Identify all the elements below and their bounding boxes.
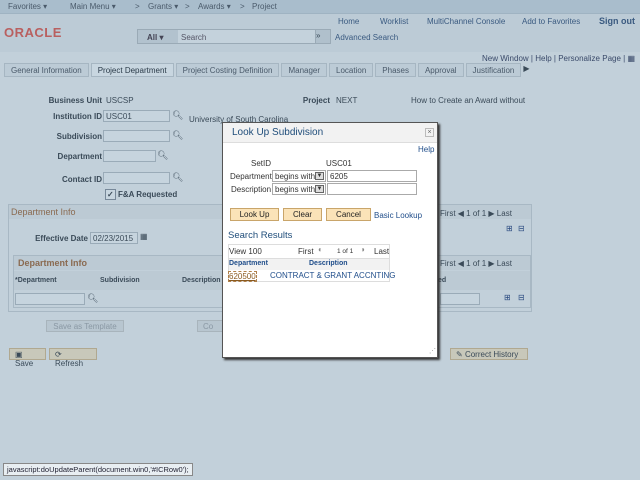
search-results-title: Search Results <box>228 230 293 241</box>
advanced-search-link[interactable]: Advanced Search <box>335 33 399 42</box>
dialog-title: Look Up Subdivision <box>223 123 437 143</box>
lookup-icon[interactable]: 🔍︎ <box>172 110 184 120</box>
subdivision-input[interactable] <box>103 130 170 142</box>
lookup-icon[interactable]: 🔍︎ <box>157 150 169 160</box>
tab-bar: General Information Project Department P… <box>4 63 530 77</box>
worklist-link[interactable]: Worklist <box>380 17 409 26</box>
department-value-input[interactable]: 6205 <box>327 170 417 182</box>
breadcrumb-project[interactable]: Project <box>252 2 277 11</box>
institution-description: University of South Carolina <box>189 115 289 124</box>
project-value: NEXT <box>336 96 358 105</box>
grid-icon[interactable]: ▦ <box>627 54 636 63</box>
grid-pagination: First ◀ 1 of 1 ▶ Last <box>440 259 512 268</box>
tab-justification[interactable]: Justification <box>465 63 522 77</box>
oracle-logo: ORACLE <box>4 25 62 40</box>
institution-id-input[interactable]: USC01 <box>103 110 170 122</box>
setid-value: USC01 <box>326 159 352 168</box>
correct-history-icon: ✎ <box>456 350 463 359</box>
refresh-button[interactable]: ⟳ Refresh <box>49 348 97 368</box>
multichannel-link[interactable]: MultiChannel Console <box>427 17 506 26</box>
tab-manager[interactable]: Manager <box>281 63 328 77</box>
correct-history-button[interactable]: ✎ Correct History <box>450 348 528 360</box>
cancel-button[interactable]: Cancel <box>326 208 371 221</box>
breadcrumb-grants[interactable]: Grants ▾ <box>148 2 179 11</box>
save-as-template-button[interactable]: Save as Template <box>46 320 124 332</box>
tab-approval[interactable]: Approval <box>417 63 464 77</box>
next-icon[interactable]: ◑ <box>360 245 365 254</box>
sign-out-link[interactable]: Sign out <box>599 16 635 26</box>
result-description-link[interactable]: CONTRACT & GRANT ACCNTING <box>270 271 396 280</box>
tab-project-department[interactable]: Project Department <box>90 63 174 77</box>
description-value-input[interactable] <box>327 183 417 195</box>
search-go-button[interactable]: » <box>315 29 331 44</box>
lookup-icon[interactable]: 🔍︎ <box>87 293 99 303</box>
clear-button[interactable]: Clear <box>283 208 322 221</box>
dialog-help-link[interactable]: Help <box>418 145 435 154</box>
tab-phases[interactable]: Phases <box>375 63 416 77</box>
effective-date-input[interactable]: 02/23/2015 <box>90 232 138 244</box>
fa-requested-checkbox[interactable]: ✓ F&A Requested <box>105 189 178 200</box>
search-bar: All ▾ Search <box>137 29 331 44</box>
result-department-link[interactable]: 620500 <box>228 271 257 282</box>
basic-lookup-link[interactable]: Basic Lookup <box>374 211 423 220</box>
prev-icon[interactable]: ◐ <box>318 245 323 254</box>
add-row-button[interactable]: ⊞ <box>504 293 511 302</box>
search-input[interactable]: Search <box>181 33 207 42</box>
co-button[interactable]: Co <box>197 320 227 332</box>
help-link[interactable]: Help <box>535 54 552 63</box>
department-input[interactable] <box>103 150 156 162</box>
view-100-link[interactable]: View 100 <box>229 247 262 256</box>
home-link[interactable]: Home <box>338 17 360 26</box>
tab-project-costing[interactable]: Project Costing Definition <box>175 63 280 77</box>
tab-location[interactable]: Location <box>329 63 374 77</box>
tab-general-information[interactable]: General Information <box>4 63 89 77</box>
contact-id-input[interactable] <box>103 172 170 184</box>
personalize-link[interactable]: Personalize Page <box>558 54 621 63</box>
top-nav: Favorites ▾ Main Menu ▾ > Grants ▾ > Awa… <box>0 0 640 14</box>
main-menu[interactable]: Main Menu ▾ <box>70 2 116 11</box>
resize-handle[interactable]: ⋰ <box>429 348 436 355</box>
delete-row-button[interactable]: ⊟ <box>518 224 525 233</box>
favorites-menu[interactable]: Favorites ▾ <box>8 2 48 11</box>
grid-department-input[interactable] <box>15 293 85 305</box>
department-operator-select[interactable]: begins with ▼ <box>272 170 326 182</box>
save-button[interactable]: ▣ Save <box>9 348 46 368</box>
save-icon: ▣ <box>15 350 23 359</box>
status-bar: javascript:doUpdateParent(document.win0,… <box>3 463 193 476</box>
breadcrumb-awards[interactable]: Awards ▾ <box>198 2 231 11</box>
add-favorites-link[interactable]: Add to Favorites <box>522 17 581 26</box>
search-scope-select[interactable]: All ▾ <box>138 30 178 43</box>
look-up-button[interactable]: Look Up <box>230 208 279 221</box>
lookup-subdivision-dialog: Look Up Subdivision × Help SetID USC01 D… <box>222 122 438 358</box>
grid-field-input[interactable] <box>440 293 480 305</box>
description-operator-select[interactable]: begins with ▼ <box>272 183 326 195</box>
refresh-icon: ⟳ <box>55 350 62 359</box>
section-pagination: First ◀ 1 of 1 ▶ Last <box>440 209 512 218</box>
business-unit-value: USCSP <box>106 96 134 105</box>
add-row-button[interactable]: ⊞ <box>506 224 513 233</box>
calendar-icon[interactable]: ▦ <box>140 232 148 241</box>
next-tab-icon[interactable]: ▶ <box>523 64 530 73</box>
lookup-icon[interactable]: 🔍︎ <box>172 130 184 140</box>
lookup-icon[interactable]: 🔍︎ <box>172 172 184 182</box>
close-icon[interactable]: × <box>425 128 434 137</box>
new-window-link[interactable]: New Window <box>482 54 529 63</box>
delete-row-button[interactable]: ⊟ <box>518 293 525 302</box>
project-description: How to Create an Award without <box>411 96 526 105</box>
